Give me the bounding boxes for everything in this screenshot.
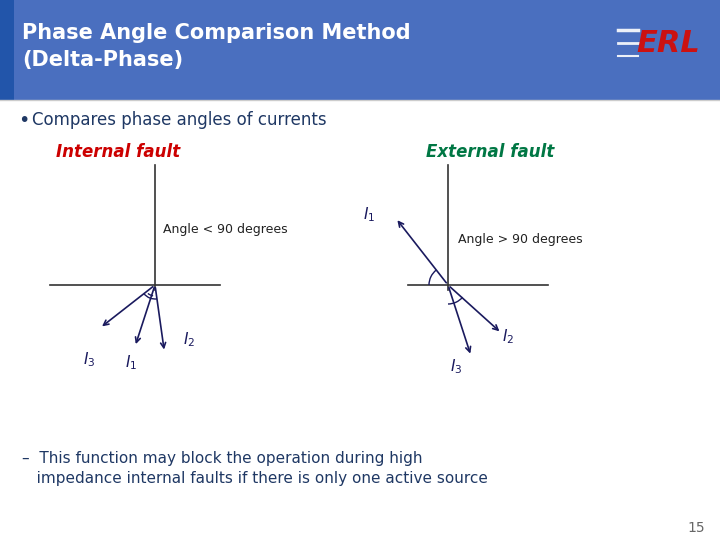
Text: $I_1$: $I_1$ [125, 354, 138, 373]
Text: External fault: External fault [426, 143, 554, 161]
Text: (Delta-Phase): (Delta-Phase) [22, 50, 183, 70]
Text: $I_1$: $I_1$ [363, 206, 375, 224]
Text: Angle < 90 degrees: Angle < 90 degrees [163, 224, 287, 237]
Text: $I_2$: $I_2$ [183, 330, 195, 349]
Text: $I_2$: $I_2$ [502, 328, 514, 346]
Text: 15: 15 [688, 521, 705, 535]
Text: Internal fault: Internal fault [56, 143, 180, 161]
Text: impedance internal faults if there is only one active source: impedance internal faults if there is on… [22, 470, 488, 485]
Text: $I_3$: $I_3$ [450, 357, 462, 376]
Text: –  This function may block the operation during high: – This function may block the operation … [22, 450, 423, 465]
Text: •: • [18, 111, 30, 130]
Text: Phase Angle Comparison Method: Phase Angle Comparison Method [22, 23, 410, 43]
Text: $I_3$: $I_3$ [83, 350, 95, 369]
FancyBboxPatch shape [0, 0, 720, 100]
Text: Angle > 90 degrees: Angle > 90 degrees [458, 233, 582, 246]
FancyBboxPatch shape [0, 0, 14, 100]
Text: ERL: ERL [636, 29, 700, 57]
Text: Compares phase angles of currents: Compares phase angles of currents [32, 111, 327, 129]
